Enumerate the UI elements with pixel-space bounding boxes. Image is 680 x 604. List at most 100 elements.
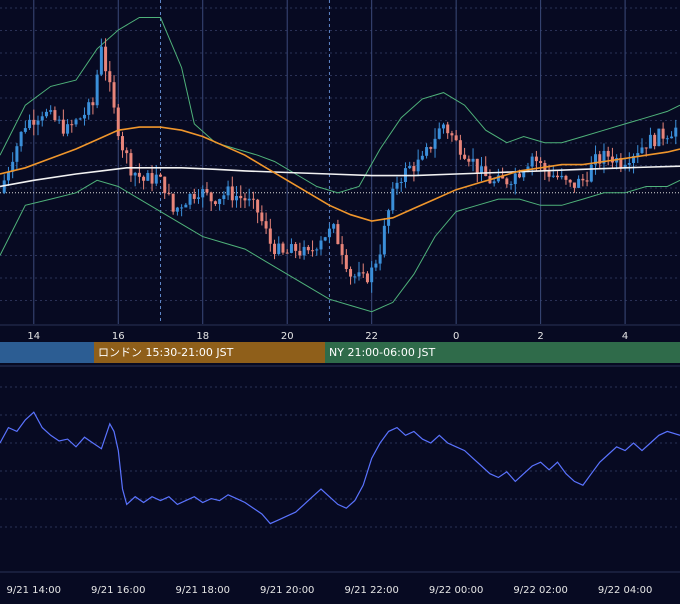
candle-body (382, 225, 386, 255)
time-tick-label: 9/21 16:00 (91, 585, 145, 596)
candle-body (657, 128, 661, 147)
candle-body (594, 154, 598, 165)
candle-body (530, 156, 534, 167)
candle-body (260, 212, 264, 222)
candle-body (323, 237, 327, 241)
candle-body (632, 156, 636, 164)
candle-body (82, 114, 86, 119)
candle-body (446, 124, 450, 134)
candle-body (120, 136, 124, 151)
hour-tick-label: 4 (622, 331, 628, 342)
candle-body (78, 118, 82, 120)
candle-body (619, 158, 623, 168)
candle-body (505, 178, 509, 185)
candle-body (640, 147, 644, 154)
candle-body (129, 153, 133, 176)
ma-slow-line (0, 165, 680, 188)
candle-body (298, 250, 302, 256)
candle-body (454, 135, 458, 141)
candle-body (6, 171, 10, 181)
time-tick-label: 9/21 22:00 (344, 585, 398, 596)
candle-body (319, 240, 323, 250)
candle-body (213, 201, 217, 205)
candle-body (336, 224, 340, 245)
candle-body (137, 172, 141, 177)
candle-body (370, 267, 374, 283)
candle-body (171, 193, 175, 212)
candle-body (365, 273, 369, 283)
candle-body (104, 46, 108, 72)
candle-body (395, 182, 399, 189)
candle-body (441, 124, 445, 129)
candle-body (344, 254, 348, 270)
candle-body (327, 228, 331, 238)
candle-body (585, 180, 589, 182)
candle-body (230, 186, 234, 201)
candle-body (458, 140, 462, 155)
candle-body (315, 249, 319, 251)
candle-body (188, 193, 192, 205)
candle-body (475, 158, 479, 173)
candle-body (564, 175, 568, 180)
candle-body (479, 166, 483, 173)
candle-body (32, 119, 36, 125)
candle-body (197, 197, 201, 199)
candle-body (665, 138, 669, 140)
candle-body (429, 147, 433, 149)
candle-body (311, 250, 315, 252)
candle-body (243, 198, 247, 201)
candle-body (180, 207, 184, 209)
candle-body (247, 198, 251, 201)
candle-body (391, 188, 395, 211)
candle-body (648, 134, 652, 149)
candle-body (581, 178, 585, 181)
candle-body (378, 254, 382, 264)
candle-body (235, 195, 239, 201)
candle-body (627, 163, 631, 165)
candle-body (661, 128, 665, 139)
candle-body (644, 147, 648, 149)
candle-body (674, 127, 678, 137)
candle-body (133, 172, 137, 176)
candle-body (277, 243, 281, 255)
candle-body (577, 178, 581, 188)
candle-body (509, 184, 513, 186)
candle-body (192, 193, 196, 199)
candle-body (154, 174, 158, 184)
candle-body (420, 155, 424, 160)
candle-body (167, 193, 171, 195)
candle-body (209, 192, 213, 202)
candle-body (572, 182, 576, 188)
candle-body (302, 246, 306, 256)
candle-body (399, 181, 403, 183)
candle-body (437, 128, 441, 139)
candle-body (285, 252, 289, 254)
time-tick-label: 9/21 20:00 (260, 585, 314, 596)
candle-body (492, 181, 496, 184)
candle-body (264, 221, 268, 229)
candle-body (636, 153, 640, 157)
candle-body (53, 110, 57, 121)
candle-body (484, 166, 488, 177)
candle-body (66, 124, 70, 134)
candle-body (670, 136, 674, 139)
candle-body (273, 243, 277, 255)
candle-body (61, 119, 65, 134)
candle-body (433, 138, 437, 149)
candle-body (49, 110, 53, 112)
candle-body (425, 147, 429, 156)
candle-body (416, 159, 420, 172)
candle-body (294, 244, 298, 251)
candle-body (226, 186, 230, 196)
candle-body (289, 244, 293, 253)
time-tick-label: 9/22 00:00 (429, 585, 483, 596)
candle-body (218, 198, 222, 205)
candle-body (353, 276, 357, 278)
session-london: ロンドン 15:30-21:00 JST (94, 342, 325, 363)
hour-tick-label: 18 (196, 331, 209, 342)
candle-body (158, 174, 162, 177)
candle-body (602, 150, 606, 164)
candle-body (268, 228, 272, 244)
candle-body (142, 176, 146, 181)
